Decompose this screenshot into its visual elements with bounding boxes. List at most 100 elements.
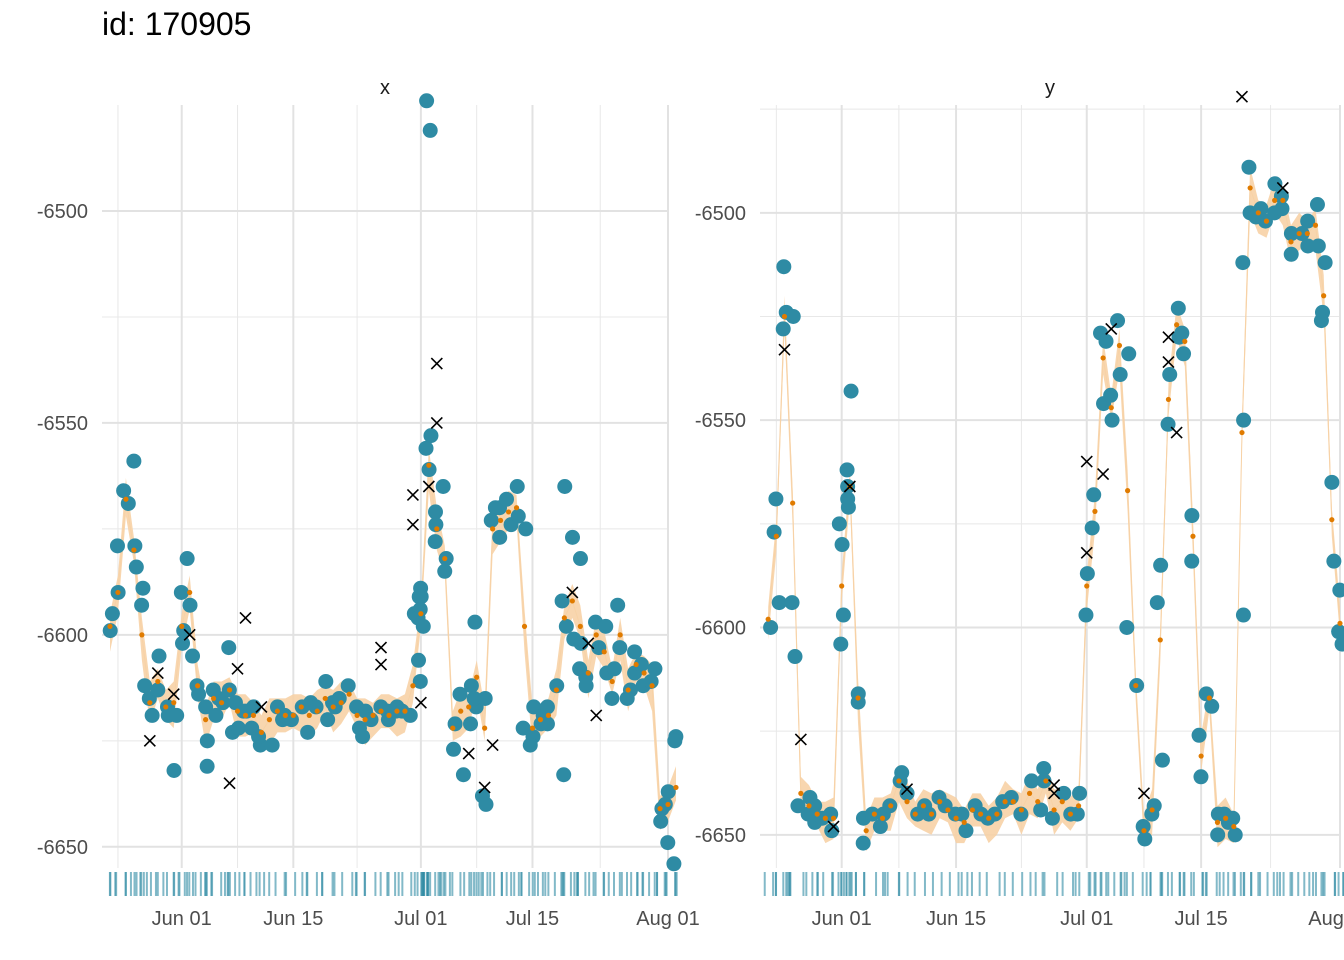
fitted-point [402, 708, 408, 714]
observed-point [660, 784, 676, 800]
facet-label: y [1045, 77, 1055, 99]
observed-point [1313, 313, 1329, 329]
outlier-stroke [1276, 181, 1289, 195]
observed-point [872, 819, 888, 835]
observed-point [478, 796, 494, 812]
observed-point [1331, 624, 1344, 640]
fitted-point [131, 547, 137, 553]
observed-point [850, 694, 866, 710]
observed-point [452, 686, 468, 702]
observed-point [785, 308, 801, 324]
fitted-point [410, 683, 416, 689]
outlier-stroke [1097, 467, 1110, 481]
observed-point [554, 593, 570, 609]
fitted-point [1116, 342, 1123, 349]
observed-point [208, 707, 224, 723]
outlier-stroke [374, 641, 388, 654]
outlier-point [1097, 467, 1110, 481]
observed-point [1103, 387, 1119, 403]
outlier-stroke [374, 658, 388, 671]
observed-point [1283, 246, 1299, 262]
observed-point [515, 720, 531, 736]
fitted-point [234, 708, 241, 714]
fitted-point [218, 700, 225, 706]
outlier-stroke [231, 662, 244, 675]
fitted-point [1043, 778, 1049, 784]
observed-point [1121, 346, 1137, 362]
observed-point [1324, 474, 1340, 490]
fitted-point [1304, 230, 1310, 237]
fitted-point [1002, 799, 1008, 805]
observed-point [831, 516, 847, 532]
outlier-stroke [478, 781, 491, 794]
fitted-point [1231, 823, 1237, 830]
observed-point [1236, 412, 1252, 428]
observed-point [958, 823, 974, 839]
observed-point [539, 699, 555, 715]
observed-point [1110, 313, 1126, 329]
observed-point [455, 767, 471, 783]
observed-point [128, 559, 144, 575]
fitted-point [977, 811, 984, 817]
fitted-point [896, 778, 902, 784]
x-tick-label: Jul 01 [1060, 908, 1113, 930]
fitted-point [994, 811, 1000, 817]
observed-point [667, 733, 683, 749]
observed-point [1210, 827, 1226, 843]
fitted-point [242, 712, 249, 719]
observed-point [768, 491, 784, 507]
fitted-point [641, 670, 647, 676]
fitted-point [1100, 355, 1106, 361]
observed-point [1084, 520, 1100, 536]
observed-point [1013, 806, 1029, 822]
outlier-point [1162, 331, 1175, 344]
observed-point [446, 741, 462, 757]
observed-point [1135, 819, 1151, 835]
fitted-point [474, 674, 480, 680]
observed-point [1326, 553, 1342, 569]
fitted-point [338, 700, 344, 706]
observed-point [1024, 773, 1040, 789]
observed-point [427, 534, 443, 550]
observed-point [1184, 508, 1200, 524]
observed-point [824, 823, 840, 839]
fitted-point [418, 611, 424, 617]
fitted-point [665, 801, 671, 808]
fitted-point [1263, 218, 1270, 224]
outlier-stroke [183, 628, 196, 641]
fitted-point [354, 712, 360, 719]
outlier-point [1080, 455, 1093, 468]
outlier-point [255, 700, 268, 713]
outlier-point [582, 637, 595, 650]
observed-point [834, 537, 850, 553]
fitted-point [330, 704, 336, 710]
observed-point [264, 737, 280, 753]
observed-point [1227, 827, 1243, 843]
observed-point [179, 551, 195, 567]
outlier-stroke [422, 480, 435, 493]
outlier-stroke [430, 357, 443, 370]
outlier-point [430, 416, 443, 429]
x-tick-label: Jun 01 [812, 908, 872, 930]
observed-point [126, 453, 142, 469]
fitted-point [171, 700, 177, 706]
outlier-stroke [590, 709, 603, 722]
y-tick-label: -6600 [37, 625, 88, 647]
fitted-point [362, 717, 368, 723]
fitted-point [561, 615, 567, 621]
observed-point [771, 595, 787, 611]
observed-point [198, 699, 214, 715]
fitted-point [139, 632, 145, 638]
fitted-point [969, 807, 975, 813]
observed-point [556, 767, 572, 783]
fitted-point [370, 712, 376, 719]
fitted-point [123, 496, 129, 502]
fitted-point [839, 583, 845, 589]
observed-point [134, 597, 150, 613]
outlier-stroke [1170, 426, 1183, 439]
observed-point [1300, 213, 1316, 229]
outlier-stroke [167, 688, 180, 701]
observed-point [300, 724, 316, 740]
observed-point [899, 785, 915, 801]
fitted-point [505, 509, 512, 515]
